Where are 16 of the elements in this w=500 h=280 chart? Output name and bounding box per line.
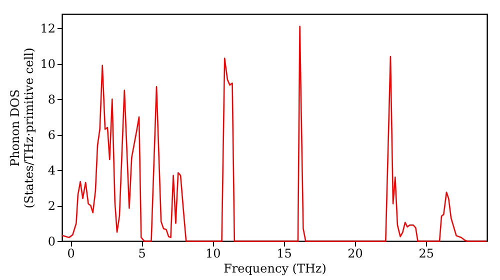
y-tick-label: 6 (48, 128, 56, 142)
y-tick-label: 12 (40, 22, 56, 36)
x-tick-label: 25 (418, 246, 434, 260)
x-tick-label: 5 (138, 246, 146, 260)
y-axis-title: Phonon DOS (States/THz·primitive cell) (8, 48, 36, 208)
y-tick-label: 2 (48, 199, 56, 214)
x-tick-label: 0 (67, 246, 75, 260)
y-tick-label: 8 (48, 92, 56, 107)
y-tick-label: 4 (48, 164, 56, 178)
y-tick-label: 10 (40, 57, 56, 72)
x-tick-label: 20 (348, 246, 363, 260)
line-series (61, 26, 488, 242)
x-axis-title: Frequency (THz) (224, 262, 326, 276)
x-tick-label: 15 (276, 246, 292, 260)
y-tick-label: 0 (48, 234, 56, 248)
x-tick-label: 10 (206, 246, 221, 260)
